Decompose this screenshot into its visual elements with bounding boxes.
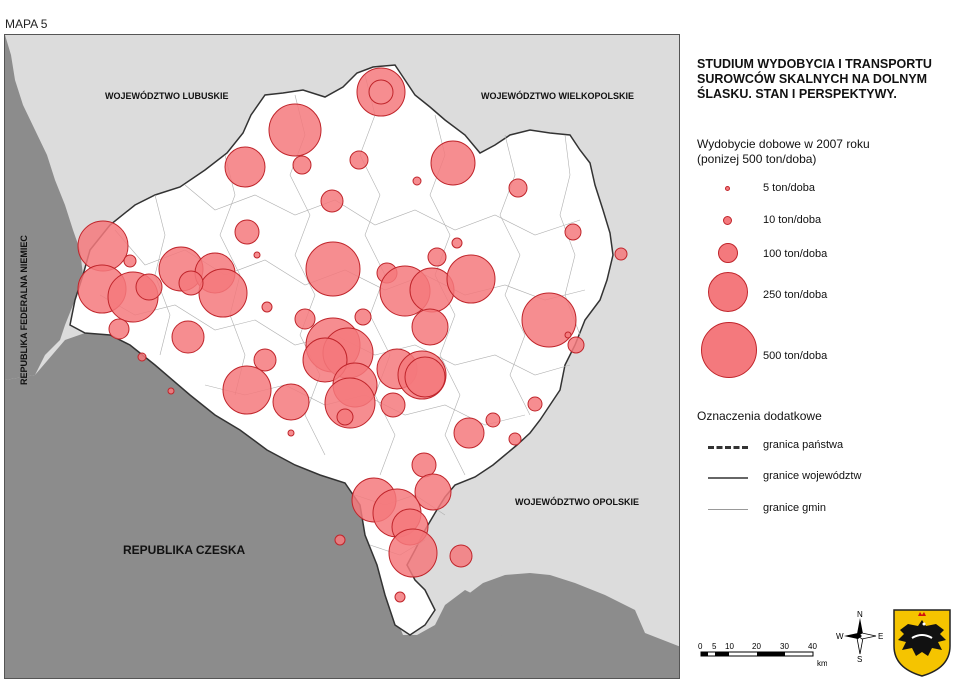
legend-title-line2: (ponizej 500 ton/doba) <box>697 152 817 166</box>
coat-of-arms-eagle-icon <box>890 606 954 678</box>
scale-bar: 0 5 10 20 30 40 km <box>697 640 828 670</box>
scale-tick-40: 40 <box>808 642 817 651</box>
compass-s: S <box>857 655 862 662</box>
region-label-wielkopolskie: WOJEWÓDZTWO WIELKOPOLSKIE <box>481 91 634 101</box>
compass-n: N <box>857 610 863 619</box>
compass-graphic: N E S W <box>836 610 883 664</box>
legend-line-label: granice gmin <box>763 502 826 514</box>
state-border-line-icon <box>708 446 748 449</box>
legend-item-label: 100 ton/doba <box>763 248 828 260</box>
legend-title: Wydobycie dobowe w 2007 roku (ponizej 50… <box>697 137 947 167</box>
legend-item-label: 500 ton/doba <box>763 350 828 362</box>
extraction-sites <box>77 67 628 603</box>
legend-item-label: 5 ton/doba <box>763 182 815 194</box>
scale-bar-graphic: 0 5 10 20 30 40 km <box>698 642 828 668</box>
region-label-niemcy: REPUBLIKA FEDERALNA NIEMIEC <box>19 235 29 385</box>
scale-tick-10: 10 <box>725 642 734 651</box>
region-label-czechy: REPUBLIKA CZESKA <box>123 543 246 557</box>
czech-area <box>5 333 524 678</box>
compass-rose-icon: N E S W <box>836 610 884 664</box>
circle-symbol-icon <box>718 243 738 263</box>
circle-symbol-icon <box>725 186 730 191</box>
scale-tick-30: 30 <box>780 642 789 651</box>
scale-tick-5: 5 <box>712 642 717 651</box>
scale-unit: km <box>817 659 827 668</box>
legend-line-label: granica państwa <box>763 439 844 451</box>
legend-title-line1: Wydobycie dobowe w 2007 roku <box>697 137 870 151</box>
scale-tick-20: 20 <box>752 642 761 651</box>
germany-area <box>5 35 83 380</box>
voivodeship-border-line-icon <box>708 477 748 479</box>
compass-w: W <box>836 632 844 641</box>
municipality-border-line-icon <box>708 509 748 510</box>
emblem-graphic <box>893 609 951 677</box>
circle-symbol-icon <box>701 322 757 378</box>
circle-symbol-icon <box>708 272 748 312</box>
legend-item-label: 250 ton/doba <box>763 289 828 301</box>
map-frame[interactable]: WOJEWÓDZTWO LUBUSKIE WOJEWÓDZTWO WIELKOP… <box>4 34 680 679</box>
compass-e: E <box>878 632 883 641</box>
circle-symbol-icon <box>723 216 732 225</box>
map-canvas <box>5 35 679 678</box>
additional-legend-title: Oznaczenia dodatkowe <box>697 409 822 423</box>
map-title: STUDIUM WYDOBYCIA I TRANSPORTU SUROWCÓW … <box>697 57 932 101</box>
region-label-lubuskie: WOJEWÓDZTWO LUBUSKIE <box>105 91 229 101</box>
region-label-opolskie: WOJEWÓDZTWO OPOLSKIE <box>515 497 639 507</box>
czech-area-east <box>467 573 679 678</box>
scale-tick-0: 0 <box>698 642 703 651</box>
legend-line-label: granice województw <box>763 470 862 482</box>
map-number-label: MAPA 5 <box>5 17 48 31</box>
legend-item-label: 10 ton/doba <box>763 214 822 226</box>
